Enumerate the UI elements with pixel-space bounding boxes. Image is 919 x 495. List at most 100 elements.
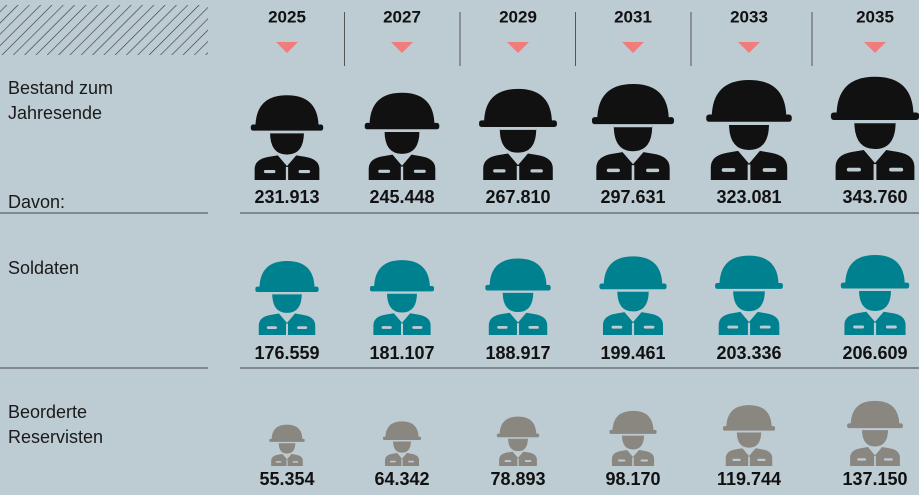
value-label: 98.170 bbox=[605, 469, 660, 489]
icon-pocket bbox=[846, 167, 861, 172]
icon-pocket bbox=[408, 460, 415, 463]
icon-helmet bbox=[597, 83, 669, 121]
icon-pocket bbox=[381, 326, 392, 329]
icon-pocket bbox=[292, 461, 299, 463]
icon-brim bbox=[706, 114, 792, 122]
year-label: 2033 bbox=[730, 7, 768, 26]
icon-pocket bbox=[389, 460, 396, 463]
icon-helmet bbox=[255, 95, 319, 128]
icon-face bbox=[272, 293, 302, 313]
icon bbox=[591, 83, 675, 180]
icon-pocket bbox=[263, 169, 276, 174]
value-label: 323.081 bbox=[716, 187, 781, 207]
year-marker bbox=[622, 42, 644, 53]
icon-face bbox=[278, 442, 296, 454]
year-label: 2025 bbox=[268, 7, 306, 26]
icon-helmet bbox=[369, 92, 435, 127]
icon-face bbox=[728, 123, 770, 150]
value-label: 297.631 bbox=[600, 187, 665, 207]
icon-pocket bbox=[883, 458, 893, 461]
hatch bbox=[0, 5, 208, 55]
icon-pocket bbox=[497, 325, 508, 329]
year-label: 2027 bbox=[383, 7, 421, 26]
icon bbox=[369, 260, 435, 335]
icon bbox=[479, 88, 557, 181]
icon-helmet bbox=[385, 421, 419, 439]
icon bbox=[269, 424, 305, 467]
icon-pocket bbox=[297, 326, 308, 329]
value-label: 78.893 bbox=[490, 469, 545, 489]
icon-pocket bbox=[606, 168, 620, 173]
icon bbox=[250, 95, 324, 181]
icon-pocket bbox=[759, 325, 771, 329]
value-label: 188.917 bbox=[485, 343, 550, 363]
icon-pocket bbox=[412, 326, 423, 329]
icon-pocket bbox=[727, 325, 739, 329]
icon-pocket bbox=[643, 325, 655, 329]
icon-face bbox=[617, 290, 649, 312]
icon-pocket bbox=[617, 459, 626, 462]
icon bbox=[715, 255, 783, 336]
year-marker bbox=[864, 42, 886, 53]
icon bbox=[706, 79, 792, 181]
row-lines bbox=[0, 212, 919, 369]
icon-brim bbox=[496, 433, 540, 438]
value-label: 181.107 bbox=[369, 343, 434, 363]
icon bbox=[847, 400, 903, 466]
icon-helmet bbox=[603, 256, 663, 287]
icon-brim bbox=[485, 284, 551, 291]
icon-helmet bbox=[836, 76, 914, 117]
icon-face bbox=[393, 440, 411, 453]
year-marker bbox=[738, 42, 760, 53]
icon-face bbox=[621, 434, 645, 450]
icon-face bbox=[736, 431, 762, 448]
icon-face bbox=[384, 130, 420, 154]
value-label: 55.354 bbox=[259, 469, 314, 489]
icon bbox=[496, 416, 540, 467]
icon-face bbox=[502, 291, 534, 313]
icon-pocket bbox=[762, 168, 777, 172]
icon-pocket bbox=[413, 169, 426, 173]
icon-brim bbox=[479, 120, 557, 128]
icon-pocket bbox=[378, 169, 391, 173]
icon-pocket bbox=[889, 167, 904, 172]
icon-helmet bbox=[612, 410, 654, 432]
icon bbox=[840, 255, 910, 336]
icon-pocket bbox=[853, 325, 865, 329]
icon-pocket bbox=[732, 458, 741, 462]
icon-brim bbox=[382, 436, 422, 441]
icon-helmet bbox=[711, 79, 787, 119]
icon-pocket bbox=[646, 168, 660, 173]
icon-helmet bbox=[499, 416, 537, 436]
year-label: 2035 bbox=[856, 7, 894, 26]
icon-pocket bbox=[721, 168, 736, 172]
icon-face bbox=[859, 289, 891, 312]
value-label: 267.810 bbox=[485, 187, 550, 207]
year-marker bbox=[507, 42, 529, 53]
icon-brim bbox=[591, 117, 675, 125]
icon-brim bbox=[609, 429, 657, 434]
icon-pocket bbox=[757, 458, 766, 462]
icon-pocket bbox=[611, 325, 623, 329]
icon-face bbox=[508, 438, 528, 452]
value-label: 206.609 bbox=[842, 343, 907, 363]
icon-pocket bbox=[493, 169, 506, 173]
icon-brim bbox=[250, 124, 324, 131]
icon-face bbox=[861, 429, 889, 447]
row-label: Bestand zum Jahresende bbox=[8, 78, 114, 123]
value-label: 176.559 bbox=[254, 343, 319, 363]
icon-face bbox=[270, 132, 304, 155]
icon bbox=[830, 76, 919, 181]
icon-pocket bbox=[298, 169, 311, 174]
value-label: 245.448 bbox=[369, 187, 434, 207]
icon-pocket bbox=[504, 460, 512, 462]
icon-pocket bbox=[857, 458, 867, 461]
value-label: 199.461 bbox=[600, 343, 665, 363]
row-label: Beorderte Reservisten bbox=[8, 402, 104, 447]
icon bbox=[255, 261, 319, 335]
icon-helmet bbox=[845, 255, 905, 286]
value-label: 343.760 bbox=[842, 187, 907, 207]
value-label: 119.744 bbox=[717, 469, 781, 489]
value-label: 64.342 bbox=[374, 469, 429, 489]
